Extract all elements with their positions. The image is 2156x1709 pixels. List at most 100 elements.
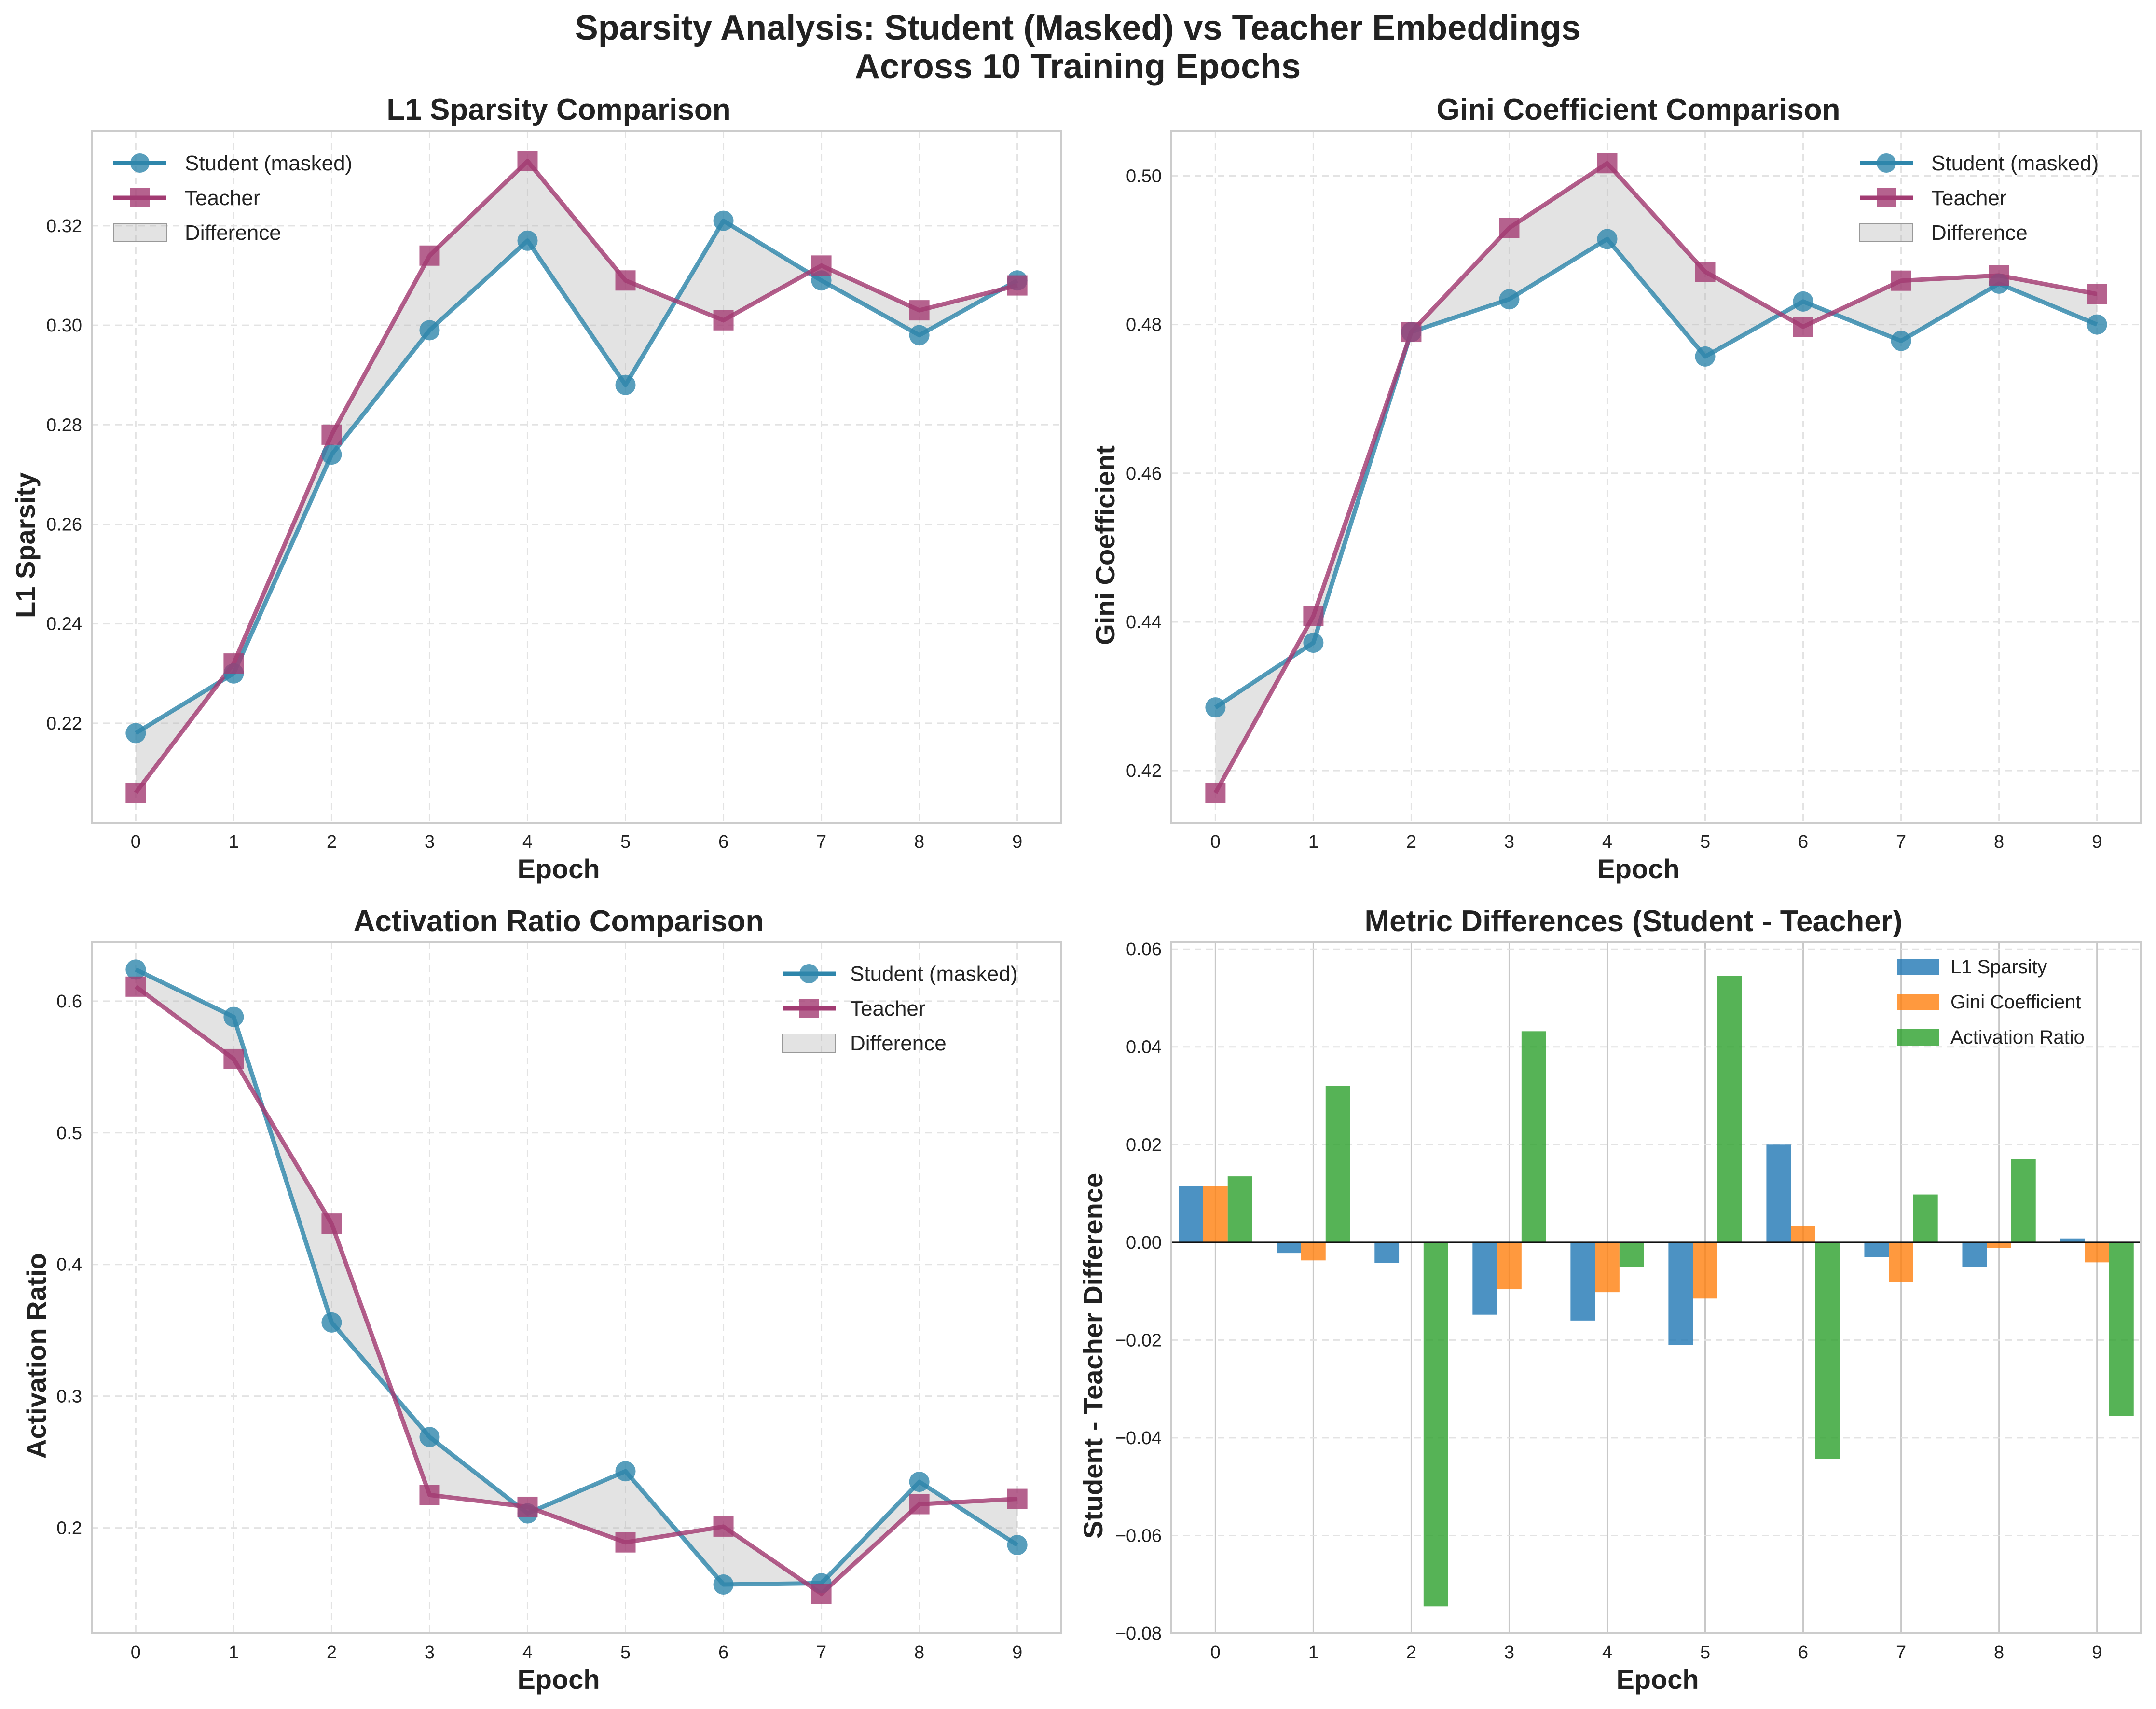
teacher-point-gini [1989, 265, 2009, 286]
bar-activation-ratio [1913, 1194, 1938, 1242]
student-point-activation [1007, 1535, 1028, 1556]
x-tick-label-activation: 0 [131, 1642, 141, 1663]
bar-gini-coefficient [1693, 1242, 1717, 1299]
legend-difference-swatch-l1 [113, 223, 167, 242]
x-tick-label-gini: 9 [2092, 832, 2102, 852]
x-axis-label-gini: Epoch [1597, 854, 1679, 884]
student-point-activation [713, 1574, 734, 1595]
bar-l1-sparsity [1962, 1242, 1987, 1267]
teacher-point-l1 [909, 300, 930, 321]
legend-teacher-label-gini: Teacher [1931, 186, 2007, 210]
x-axis-label-activation: Epoch [517, 1664, 600, 1695]
teacher-point-gini [1793, 317, 1813, 337]
x-tick-label-activation: 6 [718, 1642, 728, 1663]
legend-teacher-marker-activation [799, 999, 819, 1018]
x-tick-label-differences: 5 [1700, 1642, 1710, 1663]
teacher-point-gini [1499, 218, 1520, 238]
y-tick-label-gini: 0.50 [1126, 166, 1162, 186]
x-tick-label-differences: 9 [2092, 1642, 2102, 1663]
x-tick-label-gini: 1 [1308, 832, 1318, 852]
bar-l1-sparsity [1472, 1242, 1497, 1315]
legend-student-marker-l1 [130, 153, 150, 173]
legend-teacher-marker-gini [1877, 188, 1896, 207]
teacher-point-gini [1597, 153, 1618, 174]
bar-activation-ratio [1815, 1242, 1840, 1459]
student-point-activation [223, 1006, 244, 1027]
x-tick-label-l1: 5 [620, 832, 631, 852]
bar-activation-ratio [1227, 1176, 1252, 1242]
student-line-activation [135, 967, 1019, 1587]
student-point-gini [1695, 346, 1716, 367]
y-axis-label-activation: Activation Ratio [21, 1253, 52, 1459]
x-tick-label-activation: 2 [327, 1642, 337, 1663]
legend-activation: Student (masked) Teacher Difference [782, 962, 1017, 1055]
teacher-point-activation [615, 1532, 636, 1553]
y-tick-label-activation: 0.6 [56, 992, 82, 1012]
x-tick-label-l1: 2 [327, 832, 337, 852]
axes-frame-differences [1170, 941, 2142, 1634]
bar-activation-ratio [1423, 1242, 1448, 1607]
difference-area-gini [1215, 163, 2097, 793]
panel-metric-differences: Metric Differences (Student - Teacher) E… [1078, 905, 2142, 1695]
student-point-activation [125, 959, 146, 980]
legend-student-marker-activation [799, 964, 819, 983]
teacher-point-activation [419, 1485, 440, 1505]
x-tick-label-differences: 3 [1504, 1642, 1514, 1663]
bar-gini-coefficient [1791, 1226, 1815, 1242]
x-tick-label-differences: 4 [1602, 1642, 1612, 1663]
axes-background-l1 [92, 131, 1061, 823]
legend-difference-label-gini: Difference [1931, 221, 2028, 245]
teacher-point-l1 [419, 245, 440, 266]
panel-activation-ratio: Activation Ratio Comparison Epoch Activa… [21, 905, 1062, 1695]
teacher-point-gini [1205, 783, 1226, 803]
student-point-gini [1499, 289, 1520, 310]
bar-l1-sparsity [2060, 1238, 2085, 1242]
y-tick-label-differences: 0.04 [1126, 1037, 1162, 1058]
x-tick-label-gini: 8 [1994, 832, 2004, 852]
student-point-l1 [321, 444, 342, 465]
legend-activation-swatch [1897, 1029, 1939, 1046]
x-tick-label-gini: 7 [1896, 832, 1906, 852]
y-tick-label-differences: 0.06 [1126, 939, 1162, 960]
axes-frame-gini [1170, 130, 2142, 824]
legend-teacher-marker-l1 [130, 188, 150, 207]
x-tick-label-l1: 4 [522, 832, 533, 852]
y-tick-label-activation: 0.2 [56, 1518, 82, 1539]
x-tick-label-activation: 5 [620, 1642, 631, 1663]
legend-l1: Student (masked) Teacher Difference [113, 152, 352, 245]
bar-l1-sparsity [1570, 1242, 1595, 1321]
x-tick-label-differences: 8 [1994, 1642, 2004, 1663]
figure-title-line-2: Across 10 Training Epochs [855, 47, 1301, 86]
x-tick-label-gini: 0 [1210, 832, 1221, 852]
student-point-gini [1205, 697, 1226, 718]
x-tick-label-activation: 7 [816, 1642, 826, 1663]
axes-background-differences [1171, 942, 2141, 1633]
plot-area-differences: 0 1 2 3 4 5 6 7 8 9 −0.08 −0.06 −0.04 −0.02 0.00 0.02 0.… [1115, 939, 2142, 1663]
y-tick-label-differences: −0.08 [1115, 1624, 1162, 1644]
legend-teacher-label-activation: Teacher [850, 997, 926, 1020]
student-point-gini [1303, 633, 1324, 653]
teacher-point-activation [713, 1516, 734, 1537]
difference-area-activation [136, 969, 1017, 1594]
x-tick-label-gini: 3 [1504, 832, 1514, 852]
bar-gini-coefficient [1497, 1242, 1522, 1290]
x-tick-label-activation: 3 [425, 1642, 435, 1663]
panel-title-gini: Gini Coefficient Comparison [1436, 93, 1840, 126]
teacher-point-activation [223, 1048, 244, 1069]
x-tick-label-activation: 8 [914, 1642, 924, 1663]
y-tick-label-l1: 0.24 [46, 614, 82, 634]
student-point-l1 [125, 723, 146, 744]
bar-gini-coefficient [1595, 1242, 1620, 1293]
bar-activation-ratio [1619, 1242, 1644, 1267]
y-tick-label-l1: 0.28 [46, 415, 82, 435]
student-point-activation [321, 1312, 342, 1333]
student-line-l1 [135, 219, 1018, 735]
student-point-activation [615, 1461, 636, 1482]
y-tick-label-gini: 0.48 [1126, 315, 1162, 335]
teacher-point-gini [1695, 262, 1716, 282]
legend-difference-label-activation: Difference [850, 1032, 947, 1055]
legend-gini-swatch [1897, 994, 1939, 1010]
bar-gini-coefficient [2085, 1242, 2110, 1263]
teacher-point-l1 [517, 151, 538, 171]
difference-area-l1 [136, 161, 1017, 793]
